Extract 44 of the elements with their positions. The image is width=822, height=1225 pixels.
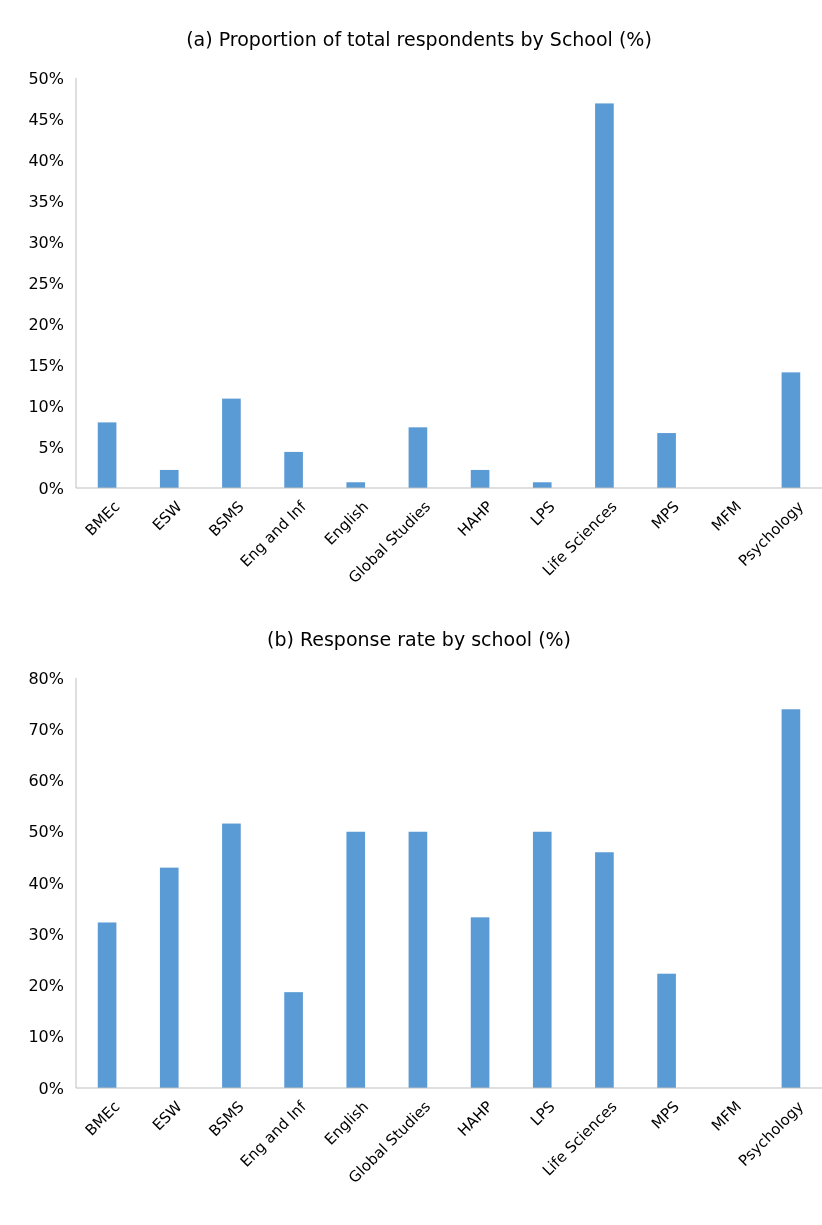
- bar: [657, 433, 676, 488]
- y-tick-label: 20%: [28, 314, 64, 334]
- chart-title: (b) Response rate by school (%): [266, 628, 572, 650]
- y-tick-label: 40%: [28, 150, 64, 170]
- x-tick-label: LPS: [526, 497, 559, 530]
- y-tick-label: 30%: [28, 924, 64, 944]
- bar: [284, 992, 303, 1088]
- y-tick-label: 45%: [28, 109, 64, 129]
- y-tick-label: 30%: [28, 232, 64, 252]
- y-tick-label: 70%: [28, 719, 64, 739]
- y-tick-label: 60%: [28, 771, 64, 791]
- bar: [408, 831, 428, 1088]
- chart-title: (a) Proportion of total respondents by School (%): [186, 28, 652, 50]
- bar: [408, 427, 428, 488]
- bar: [470, 917, 490, 1088]
- bar: [222, 823, 241, 1088]
- y-tick-label: 50%: [28, 68, 64, 88]
- y-tick-label: 15%: [28, 355, 64, 375]
- y-tick-label: 0%: [38, 478, 64, 498]
- y-tick-label: 5%: [38, 437, 64, 457]
- y-tick-label: 10%: [28, 396, 64, 416]
- y-tick-label: 0%: [38, 1078, 64, 1098]
- bar: [97, 422, 117, 488]
- bar: [97, 922, 117, 1088]
- bar: [284, 451, 303, 488]
- bar: [159, 867, 179, 1088]
- y-tick-label: 25%: [28, 273, 64, 293]
- bar: [595, 852, 614, 1088]
- bar: [346, 831, 366, 1088]
- bar: [159, 469, 179, 488]
- bar: [222, 398, 241, 488]
- y-tick-label: 20%: [28, 976, 64, 996]
- y-tick-label: 35%: [28, 191, 64, 211]
- bar: [595, 103, 614, 488]
- y-tick-label: 50%: [28, 822, 64, 842]
- bar: [532, 831, 552, 1088]
- y-tick-label: 80%: [28, 668, 64, 688]
- y-tick-label: 10%: [28, 1027, 64, 1047]
- bar: [657, 973, 676, 1088]
- bar: [781, 372, 801, 488]
- x-tick-label: LPS: [526, 1097, 559, 1130]
- bar: [781, 709, 801, 1088]
- bar: [470, 469, 490, 488]
- y-tick-label: 40%: [28, 873, 64, 893]
